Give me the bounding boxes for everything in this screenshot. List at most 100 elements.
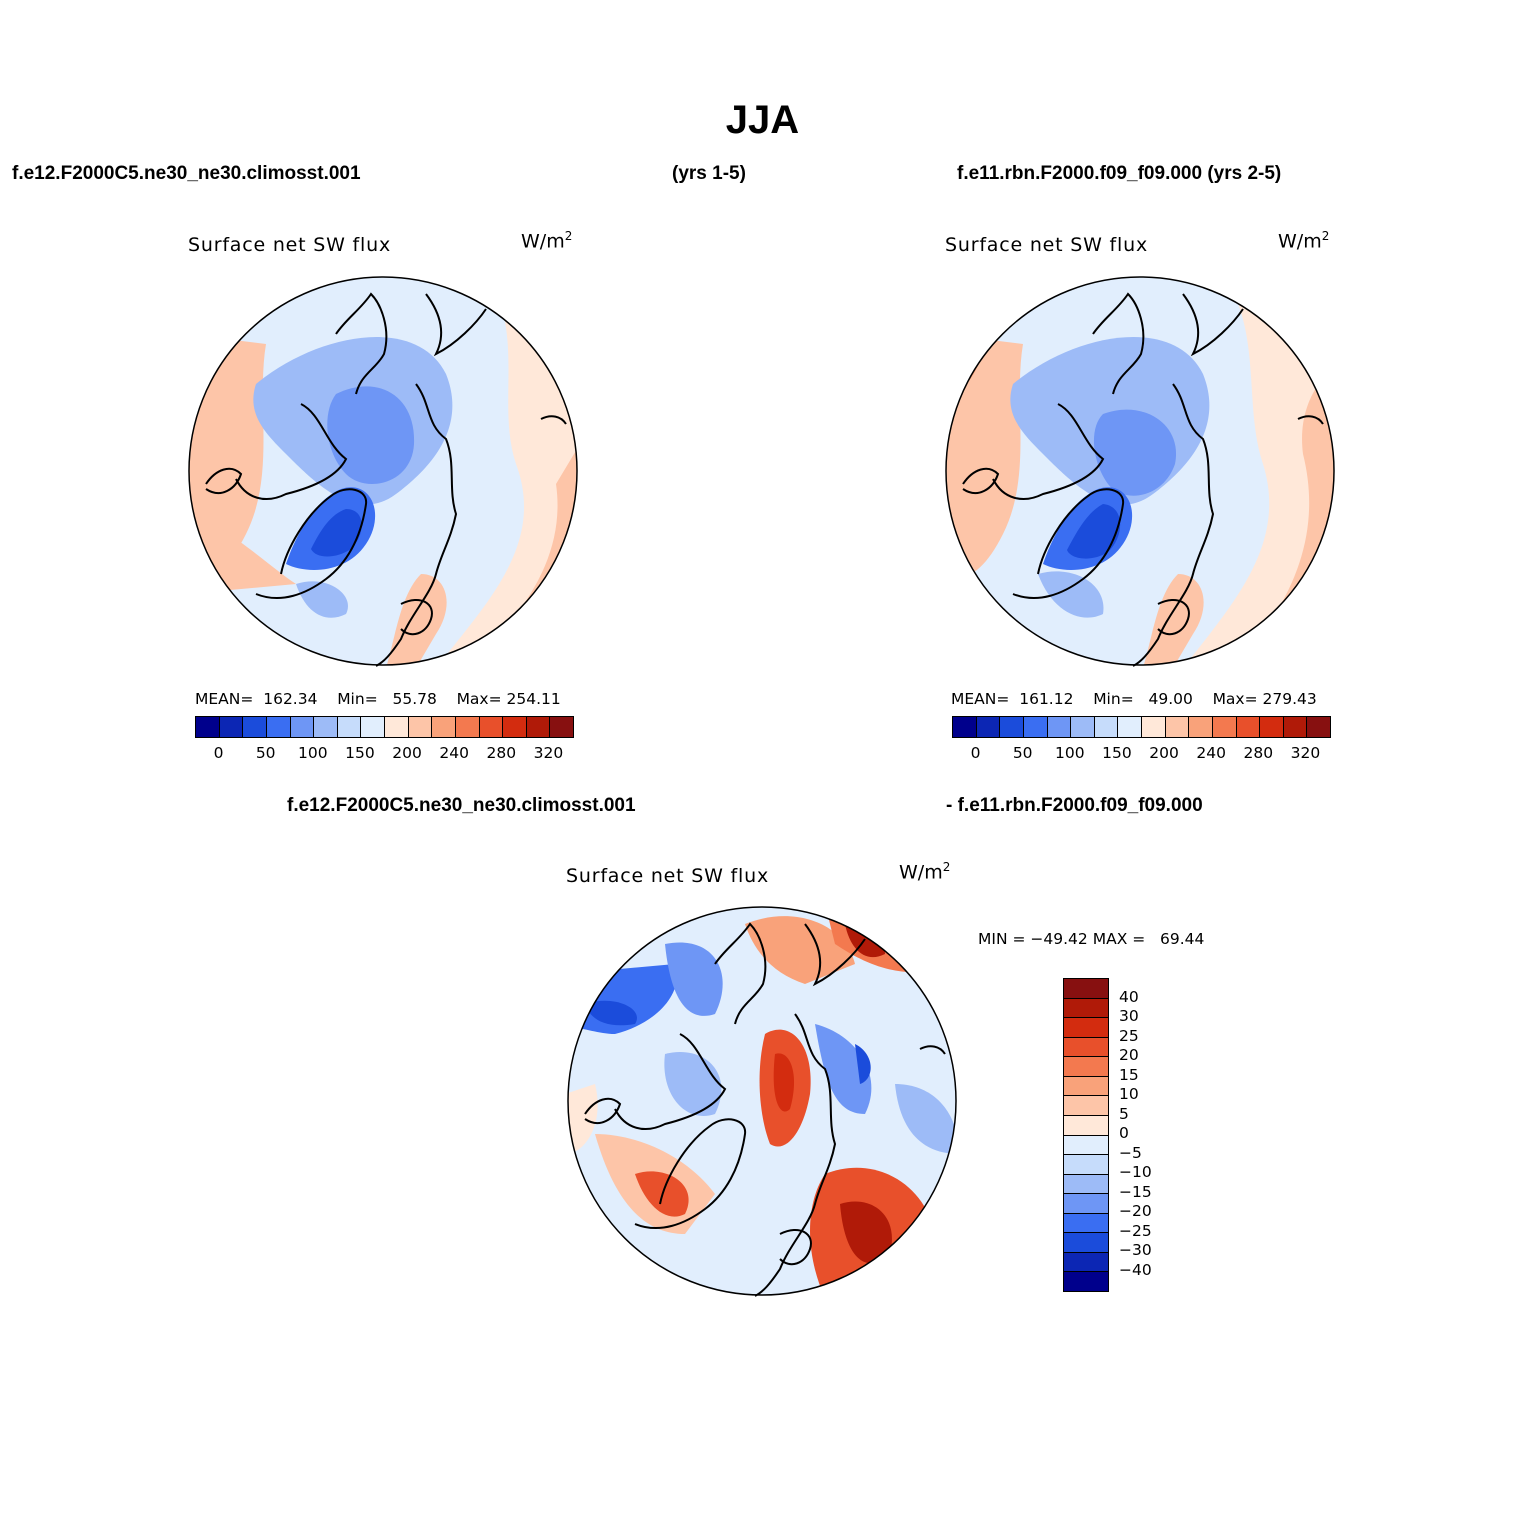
panel1-colorbar <box>195 716 574 738</box>
panel1-colorbar-tick-label: 150 <box>345 744 375 762</box>
panel2-colorbar-swatch <box>1070 717 1094 737</box>
panel1-colorbar-swatch <box>336 717 361 737</box>
panel1-colorbar-tick-label: 0 <box>213 744 224 762</box>
panel2-polar-map <box>945 276 1335 667</box>
panel2-colorbar-tick-label: 200 <box>1149 744 1179 762</box>
diff-case-left: f.e12.F2000C5.ne30_ne30.climosst.001 <box>287 795 636 816</box>
panel1-polar-map <box>188 276 578 667</box>
panel3-units: W/m2 <box>899 860 951 884</box>
panel2-colorbar-swatch <box>953 717 976 737</box>
panel1-colorbar-swatch <box>384 717 408 737</box>
panel3-colorbar-tick-label: −15 <box>1119 1182 1152 1201</box>
panel3-colorbar-tick-label: −20 <box>1119 1202 1152 1220</box>
panel1-colorbar-tick-label: 320 <box>533 744 564 762</box>
panel1-colorbar-swatch <box>431 717 455 737</box>
panel2-colorbar-swatch <box>1259 717 1283 737</box>
panel3-colorbar-swatch <box>1064 1036 1108 1057</box>
panel1-colorbar-tick-label: 50 <box>255 744 276 762</box>
panel3-colorbar-swatch <box>1064 1271 1108 1291</box>
panel2-colorbar-swatch <box>1211 717 1236 737</box>
panel3-title: Surface net SW flux <box>566 865 769 887</box>
panel3-colorbar-swatch <box>1064 1232 1108 1252</box>
panel1-colorbar-swatch <box>478 717 503 737</box>
panel3-max: 69.44 <box>1160 930 1205 948</box>
panel3-colorbar-tick-label: −30 <box>1119 1241 1152 1259</box>
panel3-colorbar-tick-label: 20 <box>1119 1046 1139 1064</box>
panel3-colorbar-tick-label: 5 <box>1119 1104 1129 1123</box>
panel2-colorbar-swatch <box>1306 717 1330 737</box>
panel3-colorbar-tick-label: 15 <box>1119 1065 1139 1084</box>
panel2-min: 49.00 <box>1148 690 1193 708</box>
left-case-years: (yrs 1-5) <box>672 163 746 184</box>
panel1-colorbar-swatch <box>360 717 384 737</box>
panel1-colorbar-swatch <box>218 717 243 737</box>
panel2-colorbar-swatch <box>999 717 1023 737</box>
panel2-colorbar-swatch <box>1235 717 1260 737</box>
panel2-colorbar-tick-label: 50 <box>1012 744 1033 762</box>
panel2-colorbar-tick-label: 150 <box>1102 744 1132 762</box>
panel2-max: 279.43 <box>1262 690 1317 708</box>
panel2-mean: 161.12 <box>1019 690 1074 708</box>
panel2-stats: MEAN= 161.12 Min= 49.00 Max= 279.43 <box>951 690 1317 708</box>
panel2-colorbar-swatch <box>1164 717 1189 737</box>
panel3-colorbar-tick-label: −5 <box>1119 1143 1142 1162</box>
panel1-colorbar-swatch <box>502 717 526 737</box>
panel1-max: 254.11 <box>506 690 561 708</box>
panel3-colorbar-swatch <box>1064 979 1108 998</box>
panel1-stats: MEAN= 162.34 Min= 55.78 Max= 254.11 <box>195 690 561 708</box>
panel2-units: W/m2 <box>1278 229 1330 253</box>
panel3-colorbar-swatch <box>1064 1114 1108 1135</box>
panel3-colorbar <box>1063 978 1109 1292</box>
panel2-title: Surface net SW flux <box>945 234 1148 256</box>
panel2-colorbar-swatch <box>1117 717 1141 737</box>
panel1-colorbar-swatch <box>196 717 219 737</box>
panel2-colorbar-swatch <box>1188 717 1212 737</box>
panel3-colorbar-tick-label: −10 <box>1119 1163 1152 1181</box>
panel1-colorbar-swatch <box>265 717 290 737</box>
panel3-stats: MIN = −49.42 MAX = 69.44 <box>978 930 1205 948</box>
panel2-colorbar-tick-label: 320 <box>1290 744 1321 762</box>
panel2-colorbar-swatch <box>1282 717 1307 737</box>
panel3-min: −49.42 <box>1030 930 1088 948</box>
panel1-colorbar-swatch <box>549 717 573 737</box>
left-case-name: f.e12.F2000C5.ne30_ne30.climosst.001 <box>12 163 361 184</box>
panel3-colorbar-swatch <box>1064 997 1108 1018</box>
panel3-colorbar-tick-label: 0 <box>1119 1124 1129 1142</box>
panel3-colorbar-swatch <box>1064 1173 1108 1194</box>
panel1-colorbar-swatch <box>289 717 314 737</box>
panel1-title: Surface net SW flux <box>188 234 391 256</box>
panel2-colorbar-swatch <box>1046 717 1071 737</box>
panel1-colorbar-swatch <box>407 717 432 737</box>
panel2-colorbar-tick-label: 280 <box>1243 744 1274 762</box>
panel3-colorbar-swatch <box>1064 1154 1108 1174</box>
panel3-colorbar-swatch <box>1064 1193 1108 1213</box>
panel3-colorbar-swatch <box>1064 1212 1108 1233</box>
diff-case-right: - f.e11.rbn.F2000.f09_f09.000 <box>946 795 1203 816</box>
main-title: JJA <box>725 98 800 142</box>
panel3-colorbar-swatch <box>1064 1095 1108 1115</box>
right-case-name: f.e11.rbn.F2000.f09_f09.000 (yrs 2-5) <box>957 163 1282 184</box>
panel3-colorbar-swatch <box>1064 1075 1108 1096</box>
panel2-colorbar-swatch <box>1093 717 1118 737</box>
panel3-colorbar-swatch <box>1064 1056 1108 1076</box>
panel1-colorbar-swatch <box>313 717 337 737</box>
panel3-colorbar-tick-label: −40 <box>1119 1260 1152 1279</box>
panel2-colorbar-tick-label: 240 <box>1196 744 1226 762</box>
panel3-colorbar-swatch <box>1064 1251 1108 1272</box>
panel3-colorbar-tick-label: 25 <box>1119 1026 1139 1045</box>
panel3-diff-polar-map <box>567 906 957 1297</box>
panel3-colorbar-swatch <box>1064 1017 1108 1037</box>
panel2-colorbar-tick-label: 100 <box>1055 744 1085 762</box>
panel1-colorbar-tick-label: 240 <box>439 744 469 762</box>
panel3-colorbar-tick-label: 40 <box>1119 987 1139 1006</box>
panel3-colorbar-tick-label: 10 <box>1119 1085 1139 1103</box>
panel1-colorbar-tick-label: 200 <box>392 744 422 762</box>
panel1-mean: 162.34 <box>263 690 318 708</box>
panel3-colorbar-tick-label: 30 <box>1119 1007 1139 1025</box>
panel3-colorbar-tick-label: −25 <box>1119 1221 1152 1240</box>
panel1-colorbar-swatch <box>454 717 479 737</box>
panel2-colorbar-swatch <box>975 717 1000 737</box>
panel2-colorbar-swatch <box>1141 717 1165 737</box>
panel1-colorbar-tick-label: 280 <box>486 744 517 762</box>
panel1-min: 55.78 <box>392 690 437 708</box>
